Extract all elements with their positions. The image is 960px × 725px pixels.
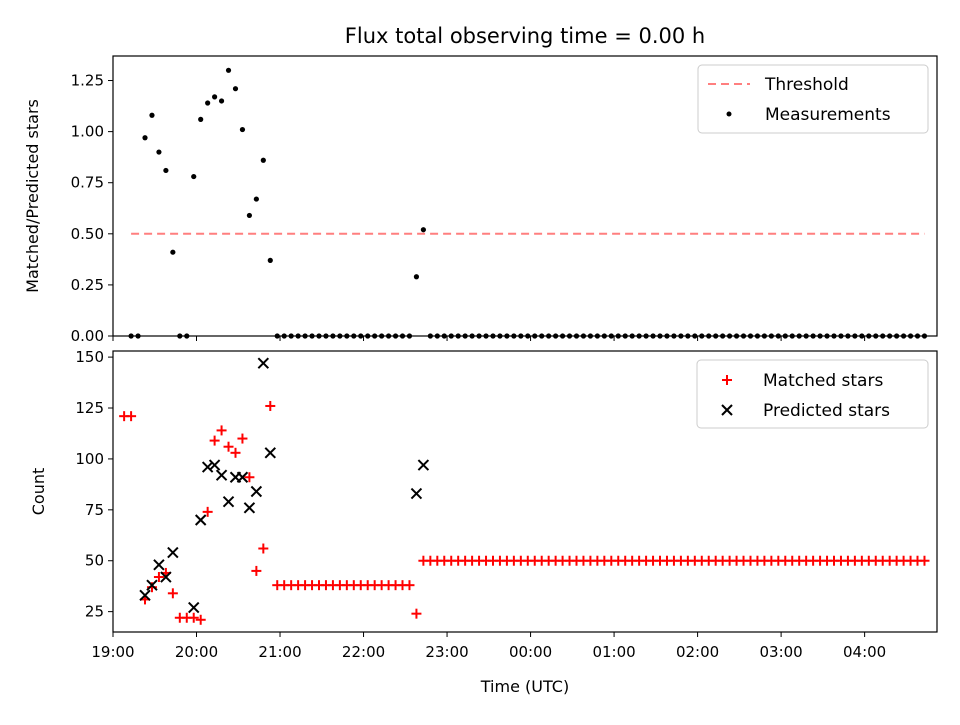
matched-point-6 [167,588,178,599]
measurement-point-17 [246,212,253,219]
predicted-point-10 [222,495,235,508]
predicted-point-0 [139,589,151,602]
measurement-point-11 [205,100,211,106]
measurement-point-6 [170,249,176,255]
predicted-point-14 [250,485,263,498]
predicted-point-9 [215,469,228,481]
measurement-point-9 [191,173,197,180]
legend-box-bottom [696,359,929,429]
matched-point-1 [126,411,137,422]
predicted-point-2 [153,559,165,571]
legend-matched-marker [722,375,732,385]
measurement-point-4 [156,149,162,155]
y-tick-label-ratio-3: 0.75 [71,174,104,192]
y-tick-label-count-2: 75 [85,501,104,519]
y-axis-label-ratio: Matched/Predicted stars [23,99,42,293]
matched-point-114 [919,555,930,566]
y-tick-label-count-5: 150 [75,348,104,366]
matched-point-11 [202,506,213,517]
matched-point-9 [188,612,199,623]
x-tick-label-4: 23:00 [425,643,468,661]
matched-point-14 [223,441,234,452]
y-tick-label-ratio-4: 1.00 [71,123,104,141]
x-tick-label-9: 04:00 [843,643,886,661]
legend-matched-swatch [722,375,732,385]
y-tick-label-count-4: 125 [75,399,104,417]
x-tick-label-5: 00:00 [509,643,552,661]
y-tick-label-ratio-0: 0.00 [71,327,104,345]
x-tick-label-8: 03:00 [759,643,802,661]
x-tick-label-2: 21:00 [258,643,301,661]
plot-frame-top [112,55,938,337]
measurement-point-19 [260,157,266,163]
predicted-point-6 [194,514,207,526]
legend-matched-label: Matched stars [763,371,883,391]
measurement-point-13 [218,98,225,104]
predicted-point-16 [264,447,276,459]
measurement-point-18 [253,196,259,202]
matched-point-4 [153,572,164,583]
measurement-point-2 [142,135,148,141]
legend-predicted-swatch [721,404,733,416]
measurement-point-5 [163,167,169,174]
matched-point-12 [209,435,220,446]
measurement-point-12 [212,94,218,100]
chart-title: Flux total observing time = 0.00 h [345,24,705,48]
measurement-point-3 [149,112,155,118]
plot-frame-bottom [112,350,938,633]
legend-bottom: Matched stars Predicted stars [696,359,929,429]
legend-top: Threshold Measurements [697,64,929,134]
star-count-panel: Time (UTC) Count 19:00 20:00 21:00 22:00 23:… [29,348,938,696]
predicted-point-18 [417,459,430,471]
legend-predicted-label: Predicted stars [763,401,890,421]
matched-point-15 [230,447,241,458]
matched-point-13 [216,425,227,436]
matched-point-20 [265,400,276,411]
x-tick-label-6: 01:00 [592,643,635,661]
legend-threshold-label: Threshold [764,75,849,95]
predicted-point-15 [257,357,270,369]
x-tick-label-1: 20:00 [175,643,218,661]
legend-measurements-label: Measurements [765,105,891,125]
predicted-point-1 [146,579,158,591]
matched-point-10 [195,614,206,625]
matched-point-40 [404,580,415,591]
measurement-point-42 [420,227,426,233]
y-tick-label-count-0: 25 [85,603,104,621]
measurement-point-15 [232,86,239,92]
matched-point-17 [244,472,255,483]
matched-point-41 [411,608,422,619]
y-tick-label-ratio-1: 0.25 [71,276,104,294]
matched-point-16 [237,433,248,444]
predicted-point-7 [201,461,214,473]
predicted-point-8 [208,459,221,471]
measurement-point-14 [225,67,232,73]
predicted-point-4 [167,546,179,559]
x-tick-label-0: 19:00 [91,643,134,661]
matched-point-19 [258,543,269,554]
x-tick-label-3: 22:00 [342,643,385,661]
legend-box-top [697,64,929,134]
matched-point-18 [251,565,262,576]
measurement-point-20 [267,257,273,263]
y-axis-label-count: Count [29,468,48,516]
predicted-point-13 [243,502,256,514]
y-tick-label-count-3: 100 [75,450,104,468]
measurement-point-10 [198,116,204,122]
measurement-point-41 [413,274,420,280]
predicted-point-3 [160,571,172,583]
x-axis-label: Time (UTC) [480,677,569,696]
measurement-point-16 [239,126,246,133]
flux-ratio-panel: Flux total observing time = 0.00 h Match… [23,24,938,345]
predicted-point-17 [410,487,423,500]
y-tick-label-ratio-2: 0.50 [71,225,104,243]
x-tick-label-7: 02:00 [676,643,719,661]
predicted-point-12 [236,471,249,483]
legend-predicted-marker [721,404,733,416]
legend-measurements-swatch [726,111,732,117]
y-tick-label-count-1: 50 [85,552,104,570]
predicted-point-5 [188,601,200,614]
y-tick-label-ratio-5: 1.25 [71,72,104,90]
